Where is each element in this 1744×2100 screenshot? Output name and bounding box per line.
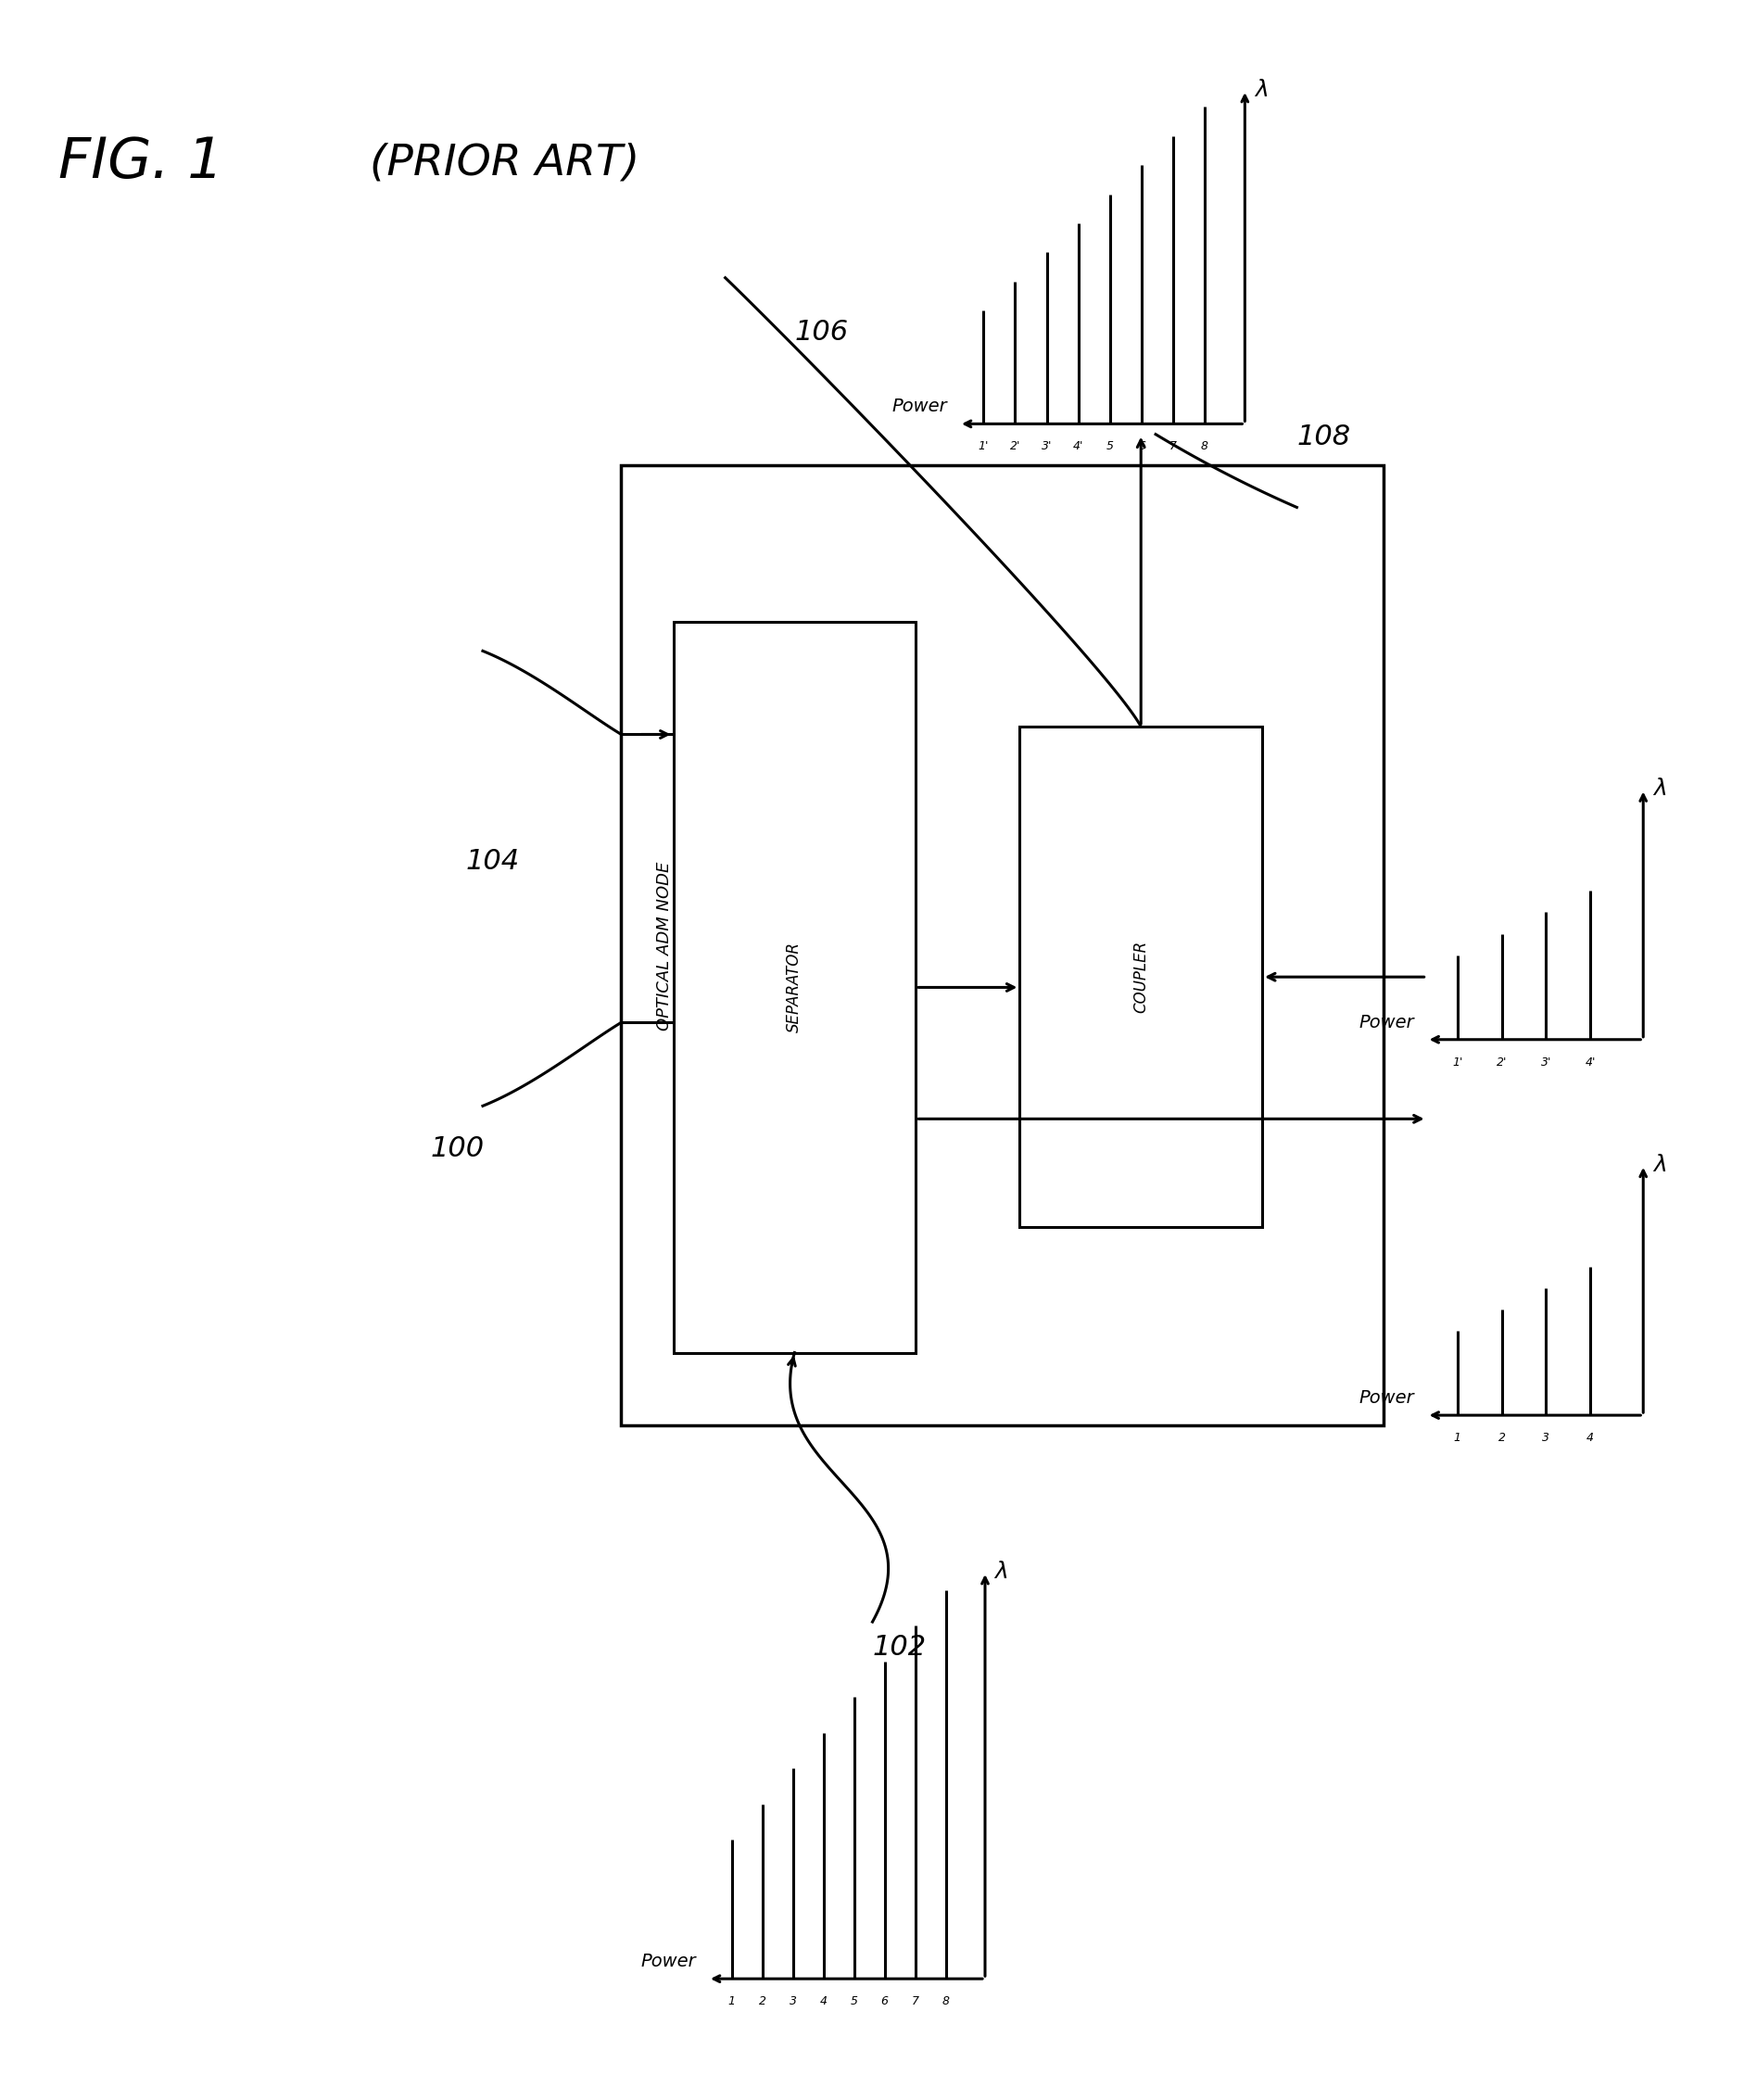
Text: 1': 1' (1451, 1056, 1461, 1069)
Text: 106: 106 (794, 319, 848, 347)
Bar (621, 466, 1383, 1426)
Text: COUPLER: COUPLER (1132, 941, 1149, 1012)
Text: 4: 4 (820, 1995, 827, 2008)
Bar (1018, 727, 1261, 1226)
Text: 6: 6 (1137, 441, 1144, 454)
Text: 6: 6 (881, 1995, 888, 2008)
Bar (673, 622, 916, 1352)
Text: 100: 100 (431, 1136, 485, 1163)
Text: 2': 2' (1496, 1056, 1507, 1069)
Text: 4: 4 (1585, 1432, 1594, 1445)
Text: 5: 5 (1106, 441, 1113, 454)
Text: 8: 8 (1200, 441, 1207, 454)
Text: 8: 8 (942, 1995, 949, 2008)
Text: 7: 7 (910, 1995, 919, 2008)
Text: Power: Power (640, 1953, 696, 1970)
Text: 1: 1 (727, 1995, 736, 2008)
Text: 7: 7 (1168, 441, 1175, 454)
Text: 2': 2' (1010, 441, 1020, 454)
Text: 3: 3 (1542, 1432, 1549, 1445)
Text: $\lambda$: $\lambda$ (1652, 777, 1666, 800)
Text: Power: Power (891, 397, 947, 416)
Text: 5: 5 (849, 1995, 858, 2008)
Text: 1: 1 (1453, 1432, 1460, 1445)
Text: (PRIOR ART): (PRIOR ART) (370, 143, 640, 185)
Text: $\lambda$: $\lambda$ (1252, 80, 1268, 101)
Text: 1': 1' (978, 441, 989, 454)
Text: 2: 2 (759, 1995, 766, 2008)
Text: 102: 102 (872, 1634, 926, 1661)
Text: SEPARATOR: SEPARATOR (787, 943, 802, 1033)
Text: 2: 2 (1498, 1432, 1505, 1445)
Text: OPTICAL ADM NODE: OPTICAL ADM NODE (656, 861, 673, 1031)
Text: FIG. 1: FIG. 1 (58, 136, 223, 191)
Text: $\lambda$: $\lambda$ (992, 1560, 1008, 1583)
Text: 3': 3' (1540, 1056, 1550, 1069)
Text: 104: 104 (466, 848, 520, 874)
Text: $\lambda$: $\lambda$ (1652, 1153, 1666, 1176)
Text: 108: 108 (1296, 424, 1350, 449)
Text: 3: 3 (788, 1995, 797, 2008)
Text: 3': 3' (1041, 441, 1052, 454)
Text: Power: Power (1359, 1014, 1414, 1031)
Text: 4': 4' (1073, 441, 1083, 454)
Text: Power: Power (1359, 1390, 1414, 1407)
Text: 4': 4' (1584, 1056, 1594, 1069)
